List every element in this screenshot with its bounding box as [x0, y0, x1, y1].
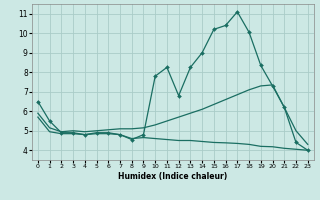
- X-axis label: Humidex (Indice chaleur): Humidex (Indice chaleur): [118, 172, 228, 181]
